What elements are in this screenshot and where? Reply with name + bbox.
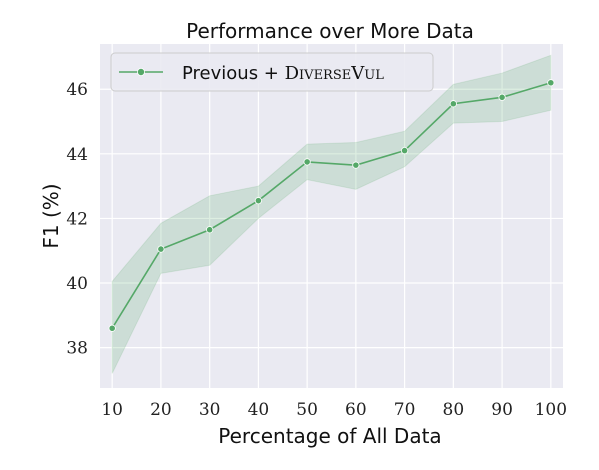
x-axis-label: Percentage of All Data (218, 424, 441, 448)
x-tick-label-60: 60 (345, 400, 367, 420)
plot-background (100, 44, 563, 388)
series-line (111, 81, 552, 329)
legend-point-marker (136, 68, 145, 77)
legend-label: Previous + DiverseVul (182, 63, 384, 84)
y-axis-label: F1 (%) (39, 183, 63, 248)
x-tick-label-30: 30 (199, 400, 221, 420)
legend-box (110, 52, 434, 92)
x-tick-label-100: 100 (535, 400, 567, 420)
x-tick-label-10: 10 (101, 400, 123, 420)
x-tick-label-40: 40 (248, 400, 270, 420)
x-tick-label-50: 50 (296, 400, 318, 420)
y-tick-labels: 38 40 42 44 46 (66, 80, 88, 358)
data-point-20 (157, 245, 165, 253)
y-tick-label-46: 46 (66, 80, 88, 100)
chart-title: Performance over More Data (186, 19, 474, 43)
data-point-30 (206, 226, 214, 234)
data-point-50 (303, 158, 311, 166)
y-tick-label-38: 38 (66, 339, 88, 359)
x-tick-labels: 10 20 30 40 50 60 70 80 90 100 (101, 400, 567, 420)
y-tick-label-42: 42 (66, 209, 88, 229)
y-tick-label-44: 44 (66, 145, 88, 165)
data-points (108, 79, 555, 332)
legend-label-prefix: Previous + (182, 63, 285, 84)
data-point-70 (401, 146, 409, 155)
data-point-10 (108, 324, 116, 332)
y-tick-label-40: 40 (66, 274, 88, 294)
x-tick-label-20: 20 (150, 400, 172, 420)
data-point-80 (449, 100, 457, 108)
data-point-40 (254, 197, 262, 205)
legend-label-smallcaps: DiverseVul (285, 63, 385, 84)
data-point-90 (498, 93, 506, 101)
data-point-100 (547, 79, 555, 87)
x-tick-label-80: 80 (443, 400, 465, 420)
confidence-band (111, 54, 552, 374)
legend: Previous + DiverseVul (110, 52, 434, 92)
x-tick-label-90: 90 (491, 400, 513, 420)
data-point-60 (352, 161, 360, 169)
x-tick-label-70: 70 (394, 400, 416, 420)
